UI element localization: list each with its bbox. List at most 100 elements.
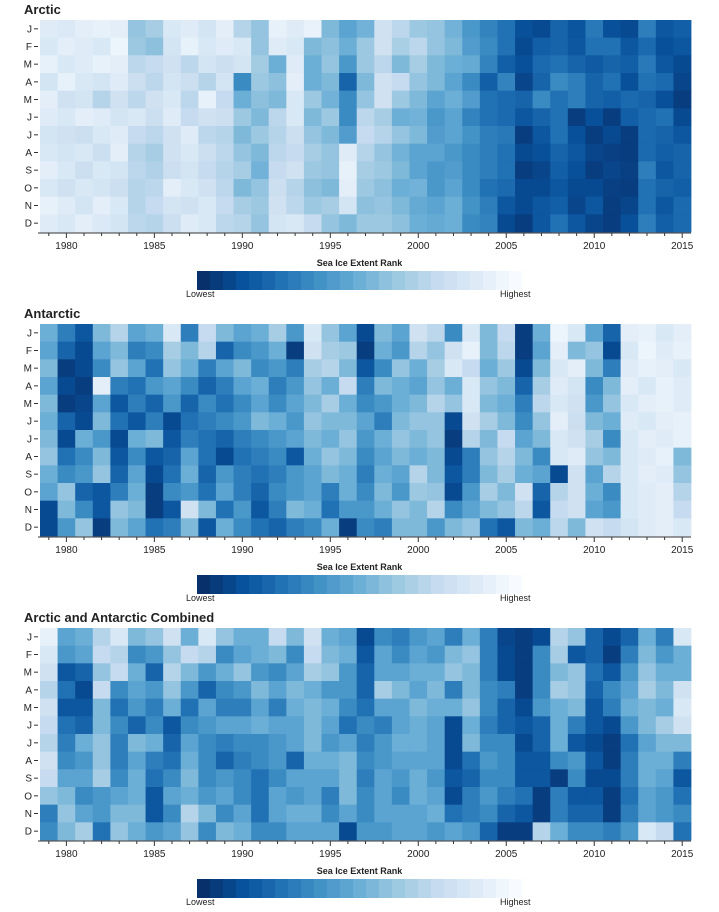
heatmap-cell bbox=[233, 483, 252, 502]
heatmap-cell bbox=[444, 55, 463, 74]
heatmap-cell bbox=[198, 483, 217, 502]
y-tick-label: F bbox=[26, 650, 32, 661]
heatmap-cell bbox=[110, 751, 129, 770]
heatmap-cell bbox=[233, 126, 252, 145]
heatmap-cell bbox=[145, 518, 164, 537]
y-tick-label: O bbox=[24, 183, 32, 194]
heatmap-cell bbox=[673, 161, 692, 180]
heatmap-cell bbox=[620, 769, 639, 788]
heatmap-cell bbox=[145, 55, 164, 74]
heatmap-cell bbox=[145, 161, 164, 180]
heatmap-cell bbox=[550, 822, 569, 841]
heatmap-cell bbox=[127, 359, 146, 378]
heatmap-cell bbox=[532, 196, 551, 215]
heatmap-cell bbox=[145, 447, 164, 466]
heatmap-cell bbox=[40, 126, 58, 145]
heatmap-cell bbox=[655, 324, 674, 343]
heatmap-cell bbox=[409, 394, 428, 413]
heatmap-cell bbox=[251, 769, 270, 788]
heatmap-cell bbox=[550, 324, 569, 343]
heatmap-cell bbox=[567, 341, 586, 360]
heatmap-cell bbox=[163, 645, 182, 664]
heatmap-cell bbox=[268, 769, 287, 788]
heatmap-cell bbox=[655, 341, 674, 360]
heatmap-cell bbox=[444, 734, 463, 753]
heatmap-cell bbox=[321, 645, 340, 664]
heatmap-cell bbox=[92, 377, 111, 396]
heatmap-cell bbox=[75, 734, 94, 753]
heatmap-cell bbox=[339, 447, 358, 466]
legend-swatch bbox=[496, 879, 510, 898]
heatmap-cell bbox=[215, 681, 234, 700]
heatmap-cell bbox=[655, 73, 674, 92]
heatmap-cell bbox=[321, 500, 340, 519]
heatmap-cell bbox=[163, 324, 182, 343]
heatmap-cell bbox=[532, 787, 551, 806]
heatmap-cell bbox=[163, 359, 182, 378]
legend-swatch bbox=[314, 879, 328, 898]
heatmap-cell bbox=[163, 20, 182, 39]
heatmap-cell bbox=[638, 681, 657, 700]
heatmap-cell bbox=[233, 645, 252, 664]
heatmap-cell bbox=[233, 341, 252, 360]
heatmap-cell bbox=[462, 734, 481, 753]
heatmap-cell bbox=[92, 751, 111, 770]
heatmap-cell bbox=[75, 108, 94, 127]
heatmap-cell bbox=[427, 751, 446, 770]
heatmap-cell bbox=[251, 681, 270, 700]
heatmap-cell bbox=[339, 90, 358, 109]
heatmap-cell bbox=[444, 341, 463, 360]
heatmap-cell bbox=[251, 161, 270, 180]
heatmap-cell bbox=[532, 37, 551, 56]
heatmap-cell bbox=[40, 500, 58, 519]
heatmap-cell bbox=[655, 698, 674, 717]
legend-swatch bbox=[314, 271, 328, 290]
heatmap-cell bbox=[638, 90, 657, 109]
heatmap-cell bbox=[180, 37, 199, 56]
heatmap-cell bbox=[303, 90, 322, 109]
heatmap-cell bbox=[268, 377, 287, 396]
heatmap-cell bbox=[321, 324, 340, 343]
heatmap-cell bbox=[75, 73, 94, 92]
heatmap-cell bbox=[40, 341, 58, 360]
heatmap-cell bbox=[180, 518, 199, 537]
heatmap-cell bbox=[638, 645, 657, 664]
heatmap-cell bbox=[198, 55, 217, 74]
heatmap-cell bbox=[268, 341, 287, 360]
heatmap-cell bbox=[462, 341, 481, 360]
heatmap-cell bbox=[550, 377, 569, 396]
heatmap-cell bbox=[479, 324, 498, 343]
heatmap-cell bbox=[391, 447, 410, 466]
heatmap-cell bbox=[57, 628, 76, 647]
heatmap-cell bbox=[638, 822, 657, 841]
heatmap-cell bbox=[479, 751, 498, 770]
heatmap-cell bbox=[374, 126, 393, 145]
heatmap-cell bbox=[92, 716, 111, 735]
heatmap-cell bbox=[40, 20, 58, 39]
heatmap-cell bbox=[585, 161, 604, 180]
heatmap-cell bbox=[550, 663, 569, 682]
heatmap-cell bbox=[620, 804, 639, 823]
heatmap-cell bbox=[75, 161, 94, 180]
heatmap-cell bbox=[427, 161, 446, 180]
heatmap-cell bbox=[321, 394, 340, 413]
heatmap-cell bbox=[145, 412, 164, 431]
heatmap-cell bbox=[356, 179, 375, 198]
heatmap-cell bbox=[391, 734, 410, 753]
heatmap-cell bbox=[532, 645, 551, 664]
heatmap-cell bbox=[532, 430, 551, 449]
heatmap-cell bbox=[321, 196, 340, 215]
legend-swatch bbox=[418, 575, 432, 594]
heatmap-cell bbox=[479, 359, 498, 378]
heatmap-cell bbox=[655, 126, 674, 145]
heatmap-cell bbox=[180, 412, 199, 431]
heatmap-cell bbox=[585, 716, 604, 735]
heatmap-cell bbox=[233, 412, 252, 431]
heatmap-cell bbox=[40, 751, 58, 770]
heatmap-cell bbox=[127, 179, 146, 198]
heatmap-cell bbox=[409, 37, 428, 56]
legend-swatch bbox=[210, 575, 224, 594]
heatmap-cell bbox=[603, 37, 622, 56]
heatmap-cell bbox=[339, 645, 358, 664]
heatmap-cell bbox=[603, 465, 622, 484]
